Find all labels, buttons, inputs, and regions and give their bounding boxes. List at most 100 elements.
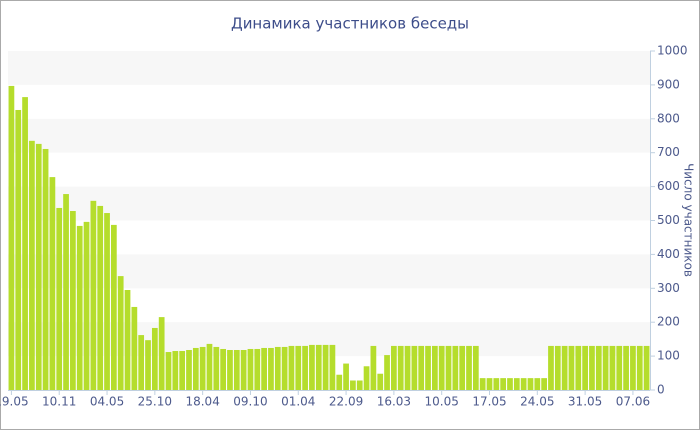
bar (411, 345, 418, 390)
bar (438, 345, 445, 390)
bar (220, 348, 227, 390)
x-tick-label: 16.03 (377, 395, 411, 409)
bar (568, 345, 575, 390)
bar (274, 346, 281, 390)
x-tick-label: 04.05 (90, 395, 124, 409)
bar (336, 374, 343, 390)
bar (281, 346, 288, 390)
bar (145, 340, 151, 390)
bar (63, 194, 69, 390)
bar (548, 345, 554, 390)
bar (322, 344, 329, 390)
bar (70, 211, 76, 390)
bar (541, 378, 548, 390)
bar (315, 344, 322, 390)
bar (15, 109, 22, 391)
bar (131, 306, 138, 390)
bar (452, 345, 459, 390)
bar (472, 345, 479, 390)
bar (179, 351, 186, 390)
bar (384, 355, 390, 390)
bar (302, 345, 308, 390)
bar (630, 345, 636, 390)
bar (418, 345, 425, 390)
x-tick-label: 22.09 (329, 395, 363, 409)
y-tick-label: 500 (657, 213, 680, 227)
bar (643, 345, 650, 390)
bar (165, 352, 172, 390)
bar (247, 348, 254, 390)
bar (29, 140, 35, 390)
bar (240, 349, 247, 390)
bar (534, 378, 541, 390)
bar (616, 345, 623, 390)
bar (35, 143, 42, 390)
grid-band (8, 118, 650, 153)
bar (370, 345, 377, 390)
x-tick-label: 24.05 (520, 395, 554, 409)
bar (595, 345, 602, 390)
grid-band (8, 186, 650, 221)
bar (425, 345, 431, 390)
bar (445, 345, 452, 390)
y-tick-label: 600 (657, 179, 680, 193)
bar (356, 380, 363, 390)
y-tick-label: 1000 (657, 44, 688, 58)
bar (479, 378, 486, 390)
bar (431, 345, 438, 390)
bar (22, 97, 28, 390)
bar (288, 345, 295, 390)
y-tick-label: 800 (657, 111, 680, 125)
bar (500, 378, 507, 390)
bar (459, 345, 466, 390)
bar (199, 346, 206, 390)
bar (329, 344, 336, 390)
chart-title: Динамика участников беседы (231, 15, 469, 33)
x-tick-label: 07.06 (616, 395, 650, 409)
x-tick-label: 01.04 (281, 395, 315, 409)
bar (90, 200, 97, 390)
bar (397, 345, 404, 390)
bar (507, 378, 513, 390)
bar (520, 378, 527, 390)
bar (268, 347, 274, 390)
bar (363, 366, 370, 390)
bar (124, 289, 131, 390)
bar (110, 224, 117, 390)
bar (172, 351, 179, 390)
bar (254, 348, 261, 390)
bar (466, 345, 472, 390)
x-tick-label: 31.05 (568, 395, 602, 409)
bar (350, 380, 356, 390)
x-tick-label: 19.05 (0, 395, 29, 409)
x-tick-label: 09.10 (233, 395, 267, 409)
bar (227, 349, 233, 390)
y-tick-label: 200 (657, 315, 680, 329)
bar (493, 378, 500, 390)
y-tick-label: 0 (657, 383, 665, 397)
bar (158, 317, 165, 390)
bar (343, 363, 349, 390)
bar (513, 378, 520, 390)
bar (589, 345, 595, 390)
bar (104, 213, 110, 390)
bar (76, 225, 83, 390)
bar (602, 345, 609, 390)
bar (138, 335, 145, 390)
x-tick-label: 10.11 (42, 395, 76, 409)
grid-band (8, 51, 650, 85)
bar (575, 345, 582, 390)
bar (377, 373, 384, 390)
bar (391, 345, 397, 390)
x-tick-label: 10.05 (425, 395, 459, 409)
x-tick-label: 25.10 (138, 395, 172, 409)
bar (527, 378, 534, 390)
bar (42, 148, 49, 390)
x-tick-label: 18.04 (185, 395, 219, 409)
y-tick-label: 900 (657, 77, 680, 91)
bar (49, 177, 56, 390)
bar (261, 347, 267, 390)
bar (97, 205, 104, 390)
bar (561, 345, 568, 390)
